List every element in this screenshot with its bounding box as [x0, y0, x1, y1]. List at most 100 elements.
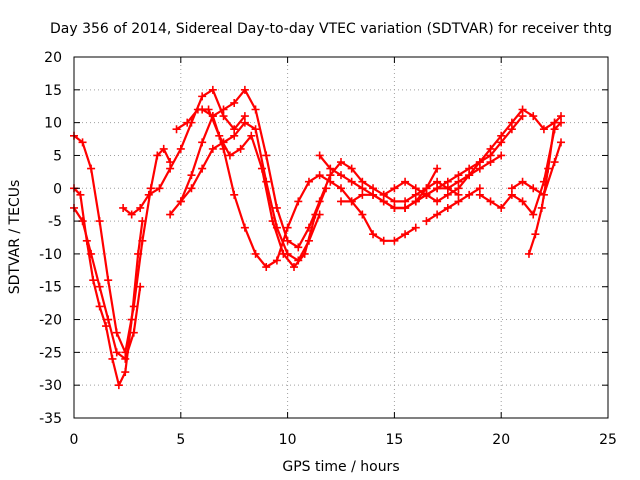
- data-point: [531, 230, 540, 239]
- series-trace: [169, 88, 332, 249]
- data-point: [136, 282, 145, 291]
- data-point: [87, 164, 96, 173]
- y-tick-label: 0: [53, 181, 62, 197]
- data-point: [166, 164, 175, 173]
- data-point: [322, 184, 331, 193]
- data-point: [230, 131, 239, 140]
- tick-layer: [73, 56, 609, 419]
- data-point: [272, 256, 281, 265]
- data-point: [87, 249, 96, 258]
- data-point: [187, 171, 196, 180]
- series-trace: [510, 141, 563, 196]
- data-series: [315, 151, 442, 212]
- series-trace: [179, 121, 321, 262]
- data-point: [272, 223, 281, 232]
- data-point: [283, 223, 292, 232]
- data-point: [187, 184, 196, 193]
- data-point: [369, 190, 378, 199]
- data-point: [240, 85, 249, 94]
- chart-title: Day 356 of 2014, Sidereal Day-to-day VTE…: [50, 21, 612, 37]
- data-point: [443, 203, 452, 212]
- data-point: [283, 236, 292, 245]
- data-point: [219, 144, 228, 153]
- data-point: [76, 190, 85, 199]
- data-point: [304, 236, 313, 245]
- data-point: [304, 177, 313, 186]
- data-point: [337, 158, 345, 167]
- y-tick-label: -5: [48, 214, 62, 230]
- data-point: [358, 177, 367, 186]
- data-point: [95, 217, 104, 226]
- data-point: [557, 112, 566, 121]
- data-point: [159, 144, 168, 153]
- data-point: [537, 203, 546, 212]
- label-layer: 0 5 10 15 20 25 20 15 10 5 0 -5 -10 -15 -20 -25 -30 -35: [39, 50, 617, 448]
- data-point: [497, 138, 506, 147]
- data-point: [198, 105, 207, 114]
- data-point: [507, 125, 516, 134]
- data-point: [401, 177, 410, 186]
- data-point: [251, 105, 260, 114]
- data-point: [225, 151, 234, 160]
- data-point: [347, 177, 356, 186]
- data-point: [411, 223, 420, 232]
- series-layer: [70, 85, 566, 390]
- data-point: [108, 354, 117, 363]
- data-point: [121, 354, 130, 363]
- x-axis-label: GPS time / hours: [282, 459, 399, 475]
- x-tick-label: 15: [385, 432, 403, 448]
- data-series: [507, 138, 566, 199]
- data-point: [240, 223, 249, 232]
- data-point: [183, 118, 192, 127]
- data-point: [337, 197, 345, 206]
- data-point: [358, 210, 367, 219]
- data-point: [283, 249, 292, 258]
- data-point: [262, 177, 271, 186]
- data-point: [379, 236, 388, 245]
- data-point: [144, 190, 153, 199]
- data-point: [433, 197, 442, 206]
- data-point: [401, 203, 410, 212]
- data-point: [198, 92, 207, 101]
- data-point: [251, 249, 260, 258]
- data-point: [497, 151, 506, 160]
- data-series: [119, 85, 249, 219]
- data-series: [70, 203, 145, 363]
- y-tick-label: 15: [44, 83, 62, 99]
- data-point: [247, 131, 256, 140]
- data-point: [78, 138, 87, 147]
- data-point: [262, 151, 271, 160]
- y-tick-label: -30: [39, 378, 62, 394]
- data-point: [390, 236, 399, 245]
- data-point: [112, 328, 121, 337]
- data-point: [114, 381, 123, 390]
- y-tick-label: -35: [39, 411, 62, 427]
- y-tick-label: 20: [44, 50, 62, 66]
- data-point: [262, 263, 271, 272]
- data-point: [176, 197, 185, 206]
- series-trace: [382, 108, 556, 203]
- data-point: [236, 144, 245, 153]
- data-point: [315, 151, 324, 160]
- data-series: [422, 184, 484, 226]
- data-point: [112, 348, 121, 357]
- data-point: [102, 322, 111, 331]
- data-point: [337, 171, 345, 180]
- data-point: [290, 263, 299, 272]
- data-point: [176, 144, 185, 153]
- data-point: [486, 151, 495, 160]
- x-tick-label: 10: [279, 432, 297, 448]
- data-point: [454, 184, 463, 193]
- data-point: [251, 125, 260, 134]
- data-series: [70, 131, 175, 357]
- data-series: [166, 85, 335, 252]
- data-point: [529, 210, 538, 219]
- y-tick-label: 10: [44, 116, 62, 132]
- data-point: [272, 203, 281, 212]
- series-trace: [425, 187, 481, 223]
- data-point: [121, 368, 130, 377]
- data-series: [524, 112, 566, 258]
- data-point: [326, 171, 335, 180]
- data-point: [369, 230, 378, 239]
- data-point: [134, 249, 143, 258]
